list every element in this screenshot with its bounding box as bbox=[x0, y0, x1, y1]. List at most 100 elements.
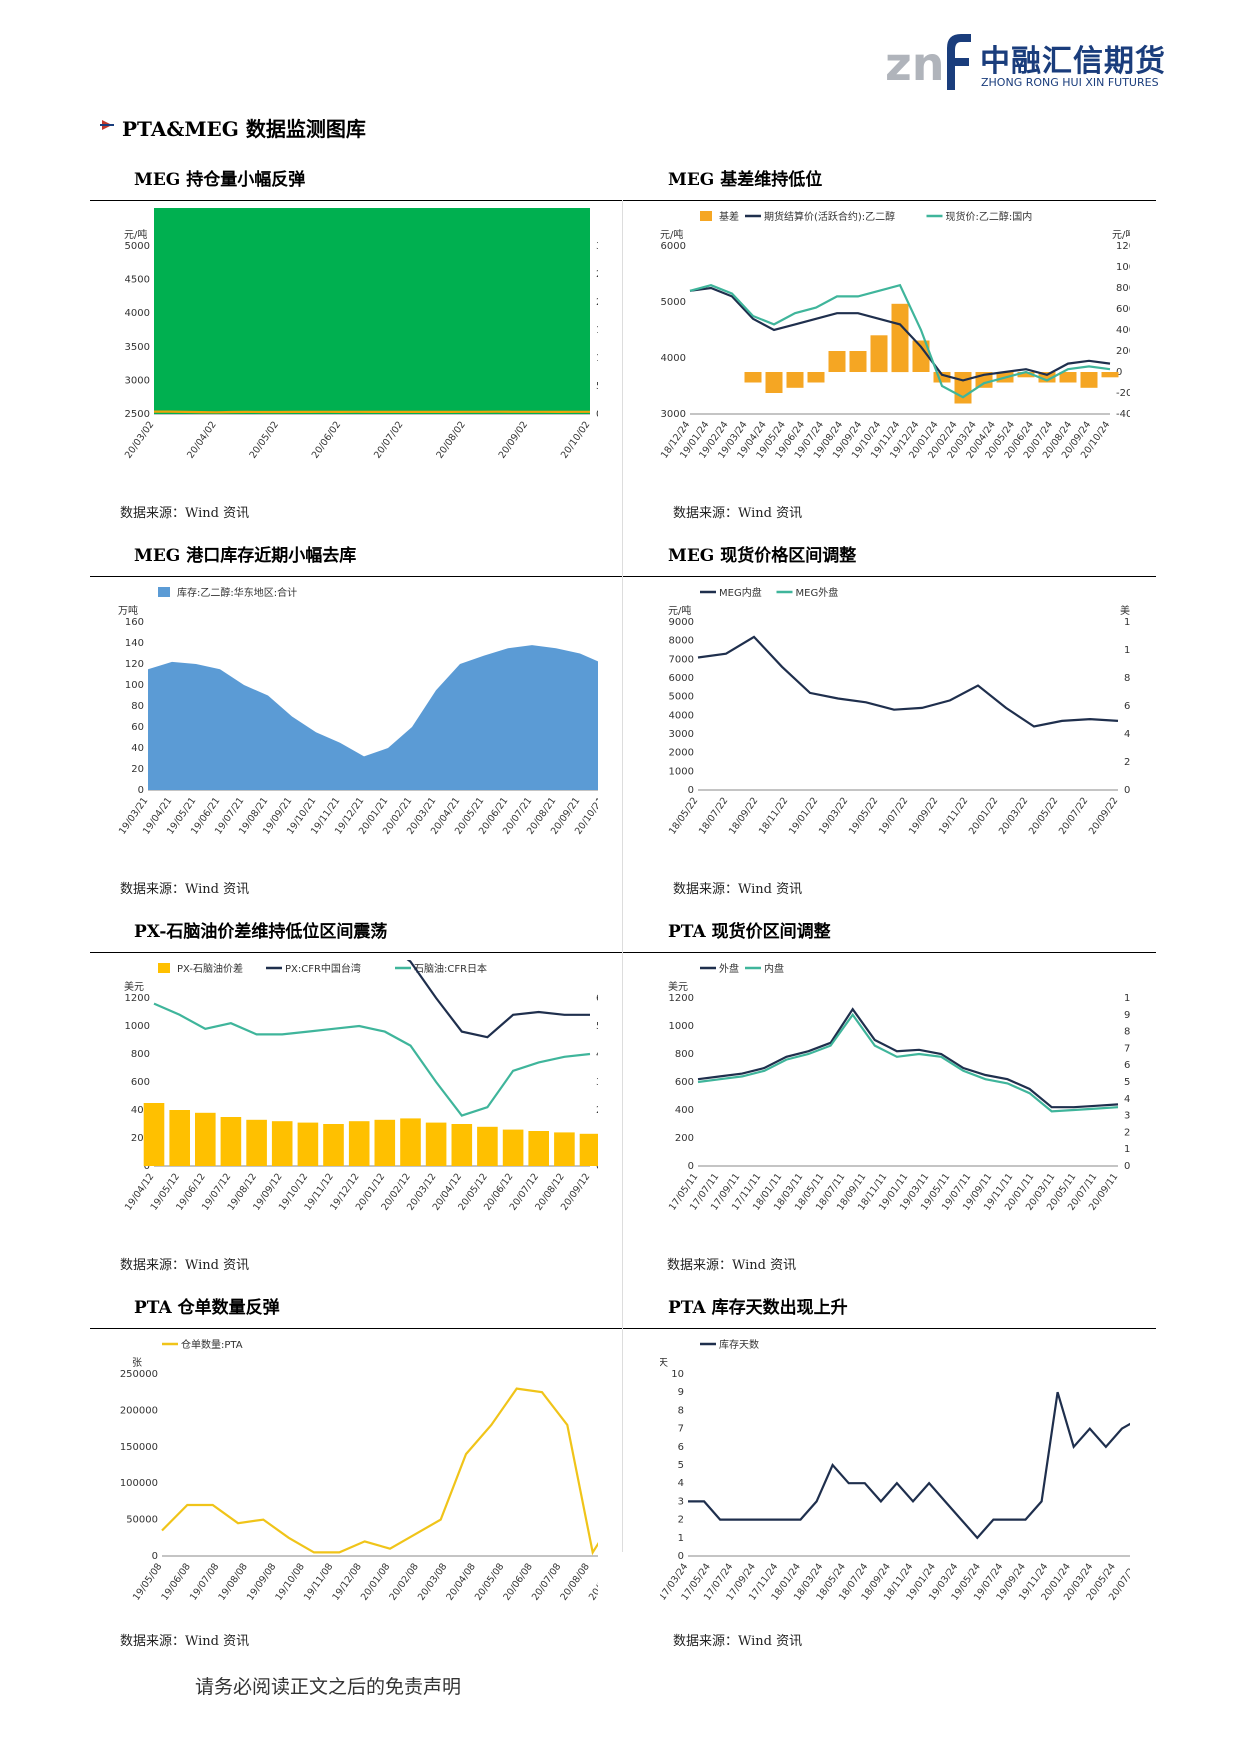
section-bullet-icon bbox=[100, 120, 114, 130]
y-tick-left: 0 bbox=[688, 785, 694, 796]
y-tick-right: 150000 bbox=[596, 325, 598, 336]
y-tick-right: 800 bbox=[1124, 673, 1130, 684]
y-tick-left: 5000 bbox=[125, 241, 150, 252]
chart-px-naphtha-spread: 美元 PX-石脑油价差 PX:CFR中国台湾 石脑油:CFR日本 1200 1000 800… bbox=[123, 960, 598, 1213]
data-source: 数据来源：Wind 资讯 bbox=[120, 882, 250, 897]
legend-label: 基差 bbox=[719, 210, 739, 223]
bar bbox=[579, 1133, 598, 1166]
y-tick-left: 8 bbox=[678, 1405, 684, 1416]
y-tick-left: 200 bbox=[131, 1133, 150, 1144]
x-tick: 20/07/02 bbox=[372, 419, 405, 460]
y-tick-left: 20 bbox=[131, 764, 144, 775]
y-tick-left: 2500 bbox=[125, 409, 150, 420]
y-tick-right: 100000 bbox=[596, 353, 598, 364]
y-tick-left: 120 bbox=[125, 659, 144, 670]
panel-title-4: MEG 现货价格区间调整 bbox=[668, 546, 857, 566]
axis-unit-left: 张 bbox=[132, 1357, 142, 1369]
y-tick-left: 150000 bbox=[120, 1442, 158, 1453]
bar bbox=[891, 303, 909, 373]
y-tick-left: 7000 bbox=[669, 654, 694, 665]
legend-swatch bbox=[158, 963, 170, 973]
bar bbox=[849, 351, 867, 372]
y-tick-right: 200 bbox=[596, 1105, 598, 1116]
x-tick: 18/11/22 bbox=[757, 795, 790, 836]
bar bbox=[477, 1126, 498, 1166]
y-tick-left: 100000 bbox=[120, 1478, 158, 1489]
y-tick-left: 9000 bbox=[669, 617, 694, 628]
x-tick: 18/05/22 bbox=[667, 795, 700, 836]
legend-swatch bbox=[158, 587, 170, 597]
legend-label: MEG内盘 bbox=[719, 586, 762, 599]
y-tick-left: 2000 bbox=[669, 748, 694, 759]
legend-label: 库存:乙二醇:华东地区:合计 bbox=[177, 586, 297, 599]
bar bbox=[400, 1118, 421, 1166]
y-tick-right: 200000 bbox=[596, 297, 598, 308]
y-tick-left: 4500 bbox=[125, 275, 150, 286]
axis-unit-left: 天 bbox=[660, 1358, 668, 1369]
y-tick-left: 7 bbox=[678, 1424, 684, 1435]
x-tick: 20/05/02 bbox=[248, 419, 281, 460]
y-tick-left: 250000 bbox=[120, 1369, 158, 1380]
legend-label: 仓单数量:PTA bbox=[181, 1338, 243, 1351]
y-tick-right: 7000 bbox=[1124, 1043, 1130, 1054]
x-tick: 20/05/22 bbox=[1027, 795, 1060, 836]
y-tick-left: 200000 bbox=[120, 1405, 158, 1416]
y-tick-right: 250000 bbox=[596, 269, 598, 280]
y-tick-right: 1000 bbox=[1124, 645, 1130, 656]
bar bbox=[765, 372, 783, 393]
x-tick: 20/06/02 bbox=[310, 419, 343, 460]
y-tick-right: 600 bbox=[1116, 304, 1130, 315]
line-series bbox=[406, 960, 590, 1039]
logo-mark-icon: zn bbox=[885, 34, 971, 91]
logo-english-name: ZHONG RONG HUI XIN FUTURES bbox=[981, 76, 1159, 89]
disclaimer-footer: 请务必阅读正文之后的免责声明 bbox=[195, 1676, 462, 1698]
bar bbox=[220, 1117, 242, 1166]
data-source: 数据来源：Wind 资讯 bbox=[667, 1258, 797, 1273]
y-tick-right: -200 bbox=[1116, 388, 1130, 399]
x-tick: 20/03/02 bbox=[123, 419, 156, 460]
y-tick-left: 1200 bbox=[125, 993, 150, 1004]
panel-title-7: PTA 仓单数量反弹 bbox=[134, 1298, 280, 1318]
x-tick: 20/07/22 bbox=[1057, 795, 1090, 836]
x-tick: 19/07/22 bbox=[877, 795, 910, 836]
bar bbox=[143, 1103, 165, 1166]
x-tick: 20/09/02 bbox=[497, 419, 530, 460]
divider bbox=[90, 952, 1156, 953]
logo-chinese-name: 中融汇信期货 bbox=[980, 44, 1166, 79]
legend-label: PX-石脑油价差 bbox=[177, 962, 243, 975]
y-tick-left: 5 bbox=[678, 1460, 684, 1471]
bar bbox=[828, 351, 846, 372]
x-tick: 18/09/22 bbox=[727, 795, 760, 836]
y-tick-right: 1000 bbox=[1124, 1144, 1130, 1155]
bar bbox=[807, 372, 825, 383]
y-tick-right: 0 bbox=[596, 1161, 598, 1172]
y-tick-right: 9000 bbox=[1124, 1010, 1130, 1021]
bar bbox=[271, 1121, 293, 1166]
y-tick-left: 4 bbox=[678, 1478, 684, 1489]
bar bbox=[297, 1122, 319, 1166]
company-logo: zn 中融汇信期货 ZHONG RONG HUI XIN FUTURES bbox=[885, 28, 1175, 98]
y-tick-right: 400 bbox=[1116, 325, 1130, 336]
bar bbox=[554, 1132, 575, 1166]
axis-unit-left: 元/吨 bbox=[668, 604, 691, 617]
panel-title-1: MEG 持仓量小幅反弹 bbox=[134, 170, 306, 190]
y-tick-left: 200 bbox=[675, 1133, 694, 1144]
y-tick-right: 2000 bbox=[1124, 1127, 1130, 1138]
x-tick: 18/07/22 bbox=[697, 795, 730, 836]
line-series bbox=[697, 1012, 1119, 1113]
y-tick-right: 0 bbox=[1124, 1161, 1130, 1172]
y-tick-left: 60 bbox=[131, 722, 144, 733]
bar bbox=[374, 1119, 396, 1166]
y-tick-left: 1200 bbox=[669, 993, 694, 1004]
bar bbox=[870, 335, 888, 373]
axis-unit-left: 元/吨 bbox=[124, 228, 147, 241]
x-tick: 20/09/22 bbox=[1087, 795, 1120, 836]
y-tick-right: 600 bbox=[1124, 701, 1130, 712]
y-tick-left: 6000 bbox=[669, 673, 694, 684]
x-tick: 20/08/02 bbox=[434, 419, 467, 460]
y-tick-right: 600 bbox=[596, 993, 598, 1004]
y-tick-left: 3500 bbox=[125, 342, 150, 353]
x-tick: 19/03/22 bbox=[817, 795, 850, 836]
y-tick-left: 400 bbox=[675, 1105, 694, 1116]
y-tick-right: 200 bbox=[1116, 346, 1130, 357]
